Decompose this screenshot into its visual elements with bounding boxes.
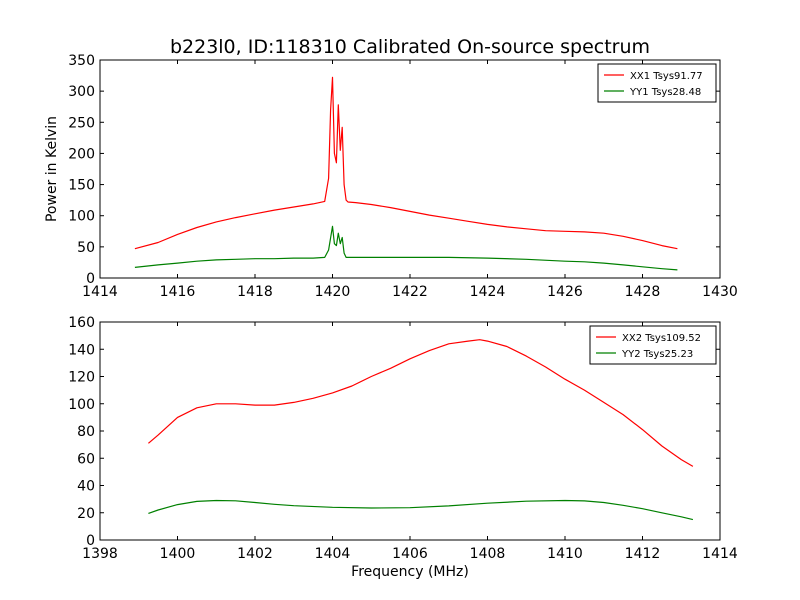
legend-box xyxy=(597,63,717,103)
bottom-plot: 1398 1400 1402 1404 1406 1408 1410 1412 1414 0 20 4… xyxy=(68,315,738,580)
legend-box xyxy=(589,325,717,365)
y-tick-label: 100 xyxy=(68,397,95,413)
legend-label-2: YY1 Tsys28.48 xyxy=(629,87,701,98)
legend-label-1: XX1 Tsys91.77 xyxy=(630,71,703,82)
x-tick-label: 1404 xyxy=(315,546,351,562)
y-tick-label: 200 xyxy=(68,146,95,162)
series-line-1 xyxy=(134,76,678,250)
legend: XX2 Tsys109.52 YY2 Tsys25.23 xyxy=(589,325,717,365)
y-tick-label: 20 xyxy=(77,506,95,522)
legend: XX1 Tsys91.77 YY1 Tsys28.48 xyxy=(597,63,717,103)
legend-label-1: XX2 Tsys109.52 xyxy=(622,333,701,344)
y-tick-label: 100 xyxy=(68,209,95,225)
x-tick-label: 1412 xyxy=(625,546,661,562)
y-tick-label: 40 xyxy=(77,479,95,495)
x-tick-label: 1430 xyxy=(702,284,738,300)
x-tick-label: 1414 xyxy=(82,284,118,300)
x-tick-label: 1418 xyxy=(237,284,273,300)
x-tick-label: 1428 xyxy=(625,284,661,300)
series-line-2 xyxy=(134,225,678,271)
y-axis-label: Power in Kelvin xyxy=(44,116,60,222)
legend-label-2: YY2 Tsys25.23 xyxy=(621,349,693,360)
y-tick-label: 250 xyxy=(68,115,95,131)
x-tick-label: 1424 xyxy=(470,284,506,300)
figure-title: b223l0, ID:118310 Calibrated On-source s… xyxy=(170,36,650,58)
y-tick-label: 0 xyxy=(86,533,95,549)
y-tick-label: 120 xyxy=(68,370,95,386)
x-tick-label: 1410 xyxy=(547,546,583,562)
x-tick-label: 1420 xyxy=(315,284,351,300)
x-tick-label: 1416 xyxy=(160,284,196,300)
y-tick-label: 60 xyxy=(77,451,95,467)
x-tick-label: 1414 xyxy=(702,546,738,562)
series-line-2 xyxy=(148,499,694,521)
y-tick-label: 300 xyxy=(68,84,95,100)
y-tick-label: 140 xyxy=(68,342,95,358)
x-tick-label: 1426 xyxy=(547,284,583,300)
x-tick-label: 1408 xyxy=(470,546,506,562)
y-tick-label: 150 xyxy=(68,178,95,194)
x-tick-label: 1406 xyxy=(392,546,428,562)
x-tick-label: 1422 xyxy=(392,284,428,300)
y-tick-label: 50 xyxy=(77,240,95,256)
y-tick-label: 350 xyxy=(68,53,95,69)
x-axis-label: Frequency (MHz) xyxy=(351,564,469,580)
series-line-1 xyxy=(148,339,694,467)
top-plot: 1414 1416 1418 1420 1422 1424 1426 1428 1430 0 50 1… xyxy=(44,53,738,300)
y-tick-label: 0 xyxy=(86,271,95,287)
y-tick-label: 80 xyxy=(77,424,95,440)
x-tick-label: 1398 xyxy=(82,546,118,562)
y-tick-label: 160 xyxy=(68,315,95,331)
x-tick-label: 1402 xyxy=(237,546,273,562)
x-tick-label: 1400 xyxy=(160,546,196,562)
